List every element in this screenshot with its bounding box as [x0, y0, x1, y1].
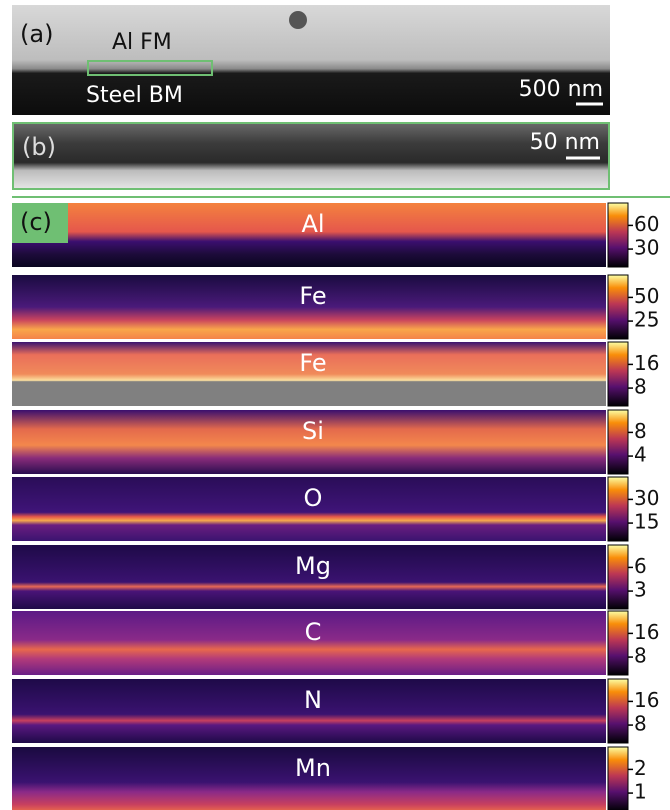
colorbar: [608, 545, 628, 609]
colorbar-tick-label: 25: [634, 308, 659, 332]
colorbar: [608, 342, 628, 406]
particle: [289, 11, 307, 29]
figure: (a) Al FM Steel BM 500 nm (b) 50 nm Al 60…: [0, 0, 670, 810]
colorbar-tick-label: 8: [634, 375, 647, 399]
colorbar: [608, 410, 628, 474]
colorbar-tick-label: 8: [634, 644, 647, 668]
region-label: Al FM: [112, 30, 172, 55]
element-label: Mg: [295, 552, 331, 580]
panel-label: (c): [20, 208, 52, 236]
colorbar-tick-label: 8: [634, 419, 647, 443]
element-label: O: [304, 484, 323, 512]
colorbar: [608, 275, 628, 339]
colorbar-tick-label: 50: [634, 284, 659, 308]
scale-label: 50 nm: [530, 130, 600, 155]
element-label: Fe: [299, 349, 326, 377]
element-label: C: [305, 618, 322, 646]
colorbar-tick-label: 16: [634, 620, 659, 644]
tem-image: [13, 123, 609, 189]
panel-label: (a): [20, 20, 53, 48]
colorbar-tick-label: 16: [634, 351, 659, 375]
region-label: Steel BM: [86, 83, 183, 108]
element-label: Al: [301, 210, 324, 238]
element-label: Mn: [295, 754, 331, 782]
element-label: N: [304, 686, 322, 714]
element-label: Fe: [299, 282, 326, 310]
colorbar: [608, 747, 628, 810]
colorbar: [608, 203, 628, 267]
colorbar-tick-label: 60: [634, 212, 659, 236]
colorbar-tick-label: 6: [634, 554, 647, 578]
colorbar-tick-label: 4: [634, 443, 647, 467]
element-label: Si: [302, 417, 324, 445]
colorbar-tick-label: 8: [634, 712, 647, 736]
colorbar-tick-label: 30: [634, 236, 659, 260]
panel-label: (b): [22, 133, 56, 161]
colorbar-tick-label: 15: [634, 510, 659, 534]
colorbar-tick-label: 16: [634, 688, 659, 712]
colorbar-tick-label: 2: [634, 756, 647, 780]
scale-label: 500 nm: [519, 77, 603, 102]
colorbar-tick-label: 3: [634, 578, 647, 602]
colorbar-tick-label: 1: [634, 780, 647, 804]
colorbar-tick-label: 30: [634, 486, 659, 510]
colorbar: [608, 679, 628, 743]
colorbar: [608, 611, 628, 675]
colorbar: [608, 477, 628, 541]
